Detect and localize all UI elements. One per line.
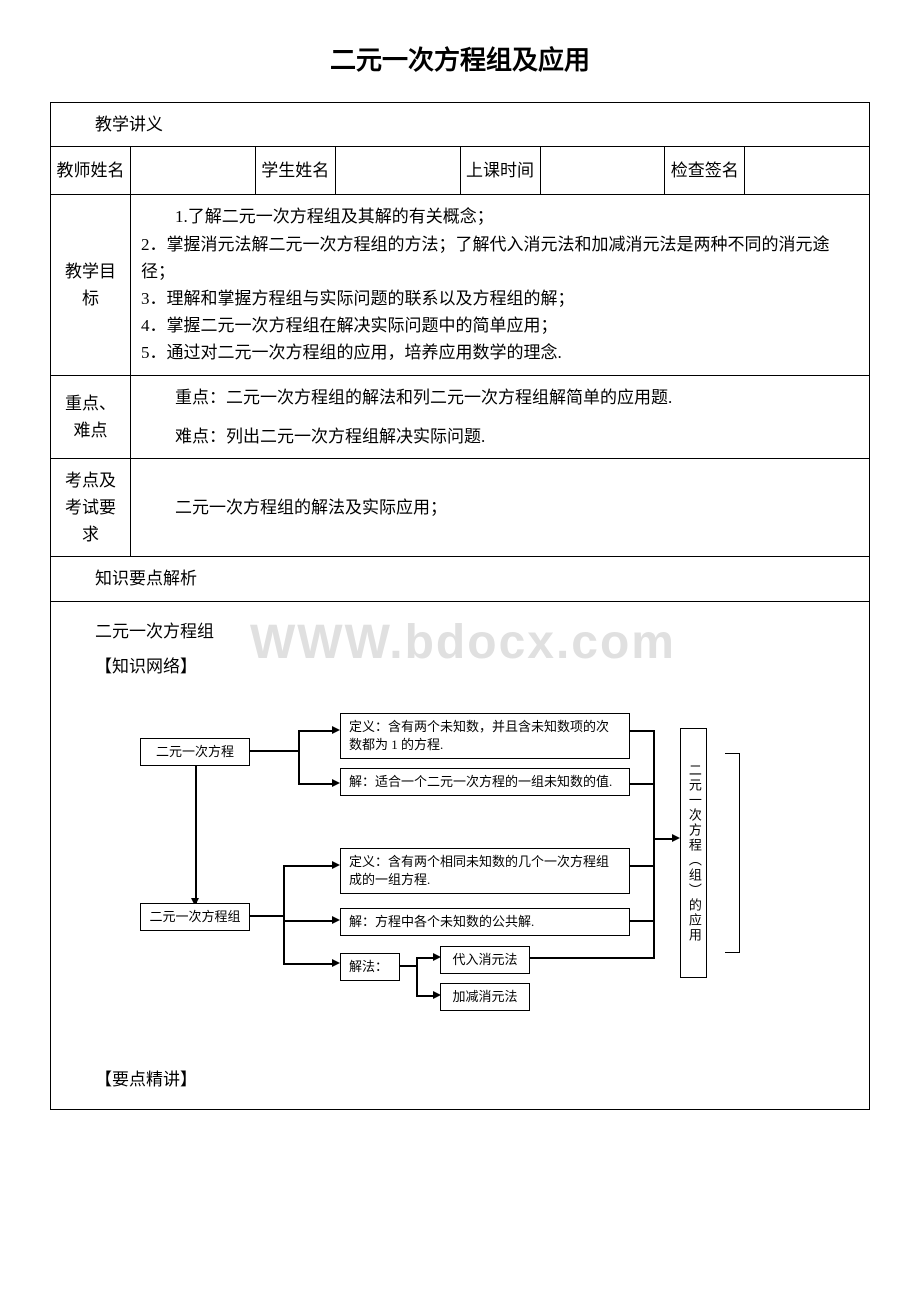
obj-2: 2．掌握消元法解二元一次方程组的方法；了解代入消元法和加减消元法是两种不同的消元… bbox=[141, 231, 859, 285]
signature-label: 检查签名 bbox=[665, 147, 745, 195]
points-label: 【要点精讲】 bbox=[61, 1066, 859, 1093]
node-def1: 定义：含有两个未知数，并且含未知数项的次数都为 1 的方程. bbox=[340, 713, 630, 759]
keypoints-content: 重点：二元一次方程组的解法和列二元一次方程组解简单的应用题. 难点：列出二元一次… bbox=[131, 375, 870, 458]
signature-value bbox=[745, 147, 870, 195]
network-label: 【知识网络】 bbox=[61, 653, 859, 680]
student-label: 学生姓名 bbox=[255, 147, 335, 195]
objectives-content: 1.了解二元一次方程组及其解的有关概念； 2．掌握消元法解二元一次方程组的方法；… bbox=[131, 195, 870, 375]
exam-label: 考点及考试要求 bbox=[51, 458, 131, 557]
section-2-header: 知识要点解析 bbox=[51, 557, 870, 601]
obj-5: 5．通过对二元一次方程组的应用，培养应用数学的理念. bbox=[141, 339, 859, 366]
node-method: 解法： bbox=[340, 953, 400, 981]
table-header-1: 教学讲义 bbox=[51, 103, 870, 147]
node-sol2: 解：方程中各个未知数的公共解. bbox=[340, 908, 630, 936]
keypoints-label: 重点、难点 bbox=[51, 375, 131, 458]
node-eq-single: 二元一次方程 bbox=[140, 738, 250, 766]
node-eq-system: 二元一次方程组 bbox=[140, 903, 250, 931]
difficult-point: 难点：列出二元一次方程组解决实际问题. bbox=[141, 423, 859, 450]
lesson-plan-table: 教学讲义 教师姓名 学生姓名 上课时间 检查签名 教学目标 1.了解二元一次方程… bbox=[50, 102, 870, 1110]
node-method2: 加减消元法 bbox=[440, 983, 530, 1011]
main-content-cell: 二元一次方程组 【知识网络】 二元一次方程 二元一次方程组 定义：含有两个未知数… bbox=[51, 601, 870, 1110]
exam-content: 二元一次方程组的解法及实际应用； bbox=[131, 458, 870, 557]
important-point: 重点：二元一次方程组的解法和列二元一次方程组解简单的应用题. bbox=[141, 384, 859, 411]
obj-4: 4．掌握二元一次方程组在解决实际问题中的简单应用； bbox=[141, 312, 859, 339]
objectives-label: 教学目标 bbox=[51, 195, 131, 375]
node-sol1: 解：适合一个二元一次方程的一组未知数的值. bbox=[340, 768, 630, 796]
obj-3: 3．理解和掌握方程组与实际问题的联系以及方程组的解； bbox=[141, 285, 859, 312]
teacher-value bbox=[131, 147, 256, 195]
teacher-label: 教师姓名 bbox=[51, 147, 131, 195]
page-title: 二元一次方程组及应用 bbox=[50, 40, 870, 77]
classtime-label: 上课时间 bbox=[460, 147, 540, 195]
student-value bbox=[335, 147, 460, 195]
bracket-right bbox=[725, 753, 740, 953]
node-def2: 定义：含有两个相同未知数的几个一次方程组成的一组方程. bbox=[340, 848, 630, 894]
knowledge-diagram: 二元一次方程 二元一次方程组 定义：含有两个未知数，并且含未知数项的次数都为 1… bbox=[61, 688, 859, 1058]
node-method1: 代入消元法 bbox=[440, 946, 530, 974]
classtime-value bbox=[540, 147, 665, 195]
node-application: 二元一次方程（组）的应用 bbox=[680, 728, 707, 978]
obj-1: 1.了解二元一次方程组及其解的有关概念； bbox=[141, 203, 859, 230]
subsection-title: 二元一次方程组 bbox=[61, 618, 859, 645]
